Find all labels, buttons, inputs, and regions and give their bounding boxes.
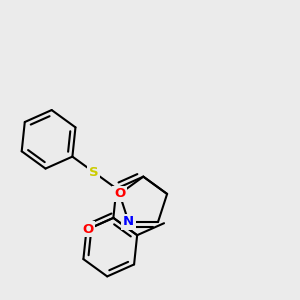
- Text: O: O: [114, 188, 125, 200]
- Text: S: S: [89, 166, 99, 179]
- Text: O: O: [82, 223, 93, 236]
- Text: N: N: [123, 215, 134, 228]
